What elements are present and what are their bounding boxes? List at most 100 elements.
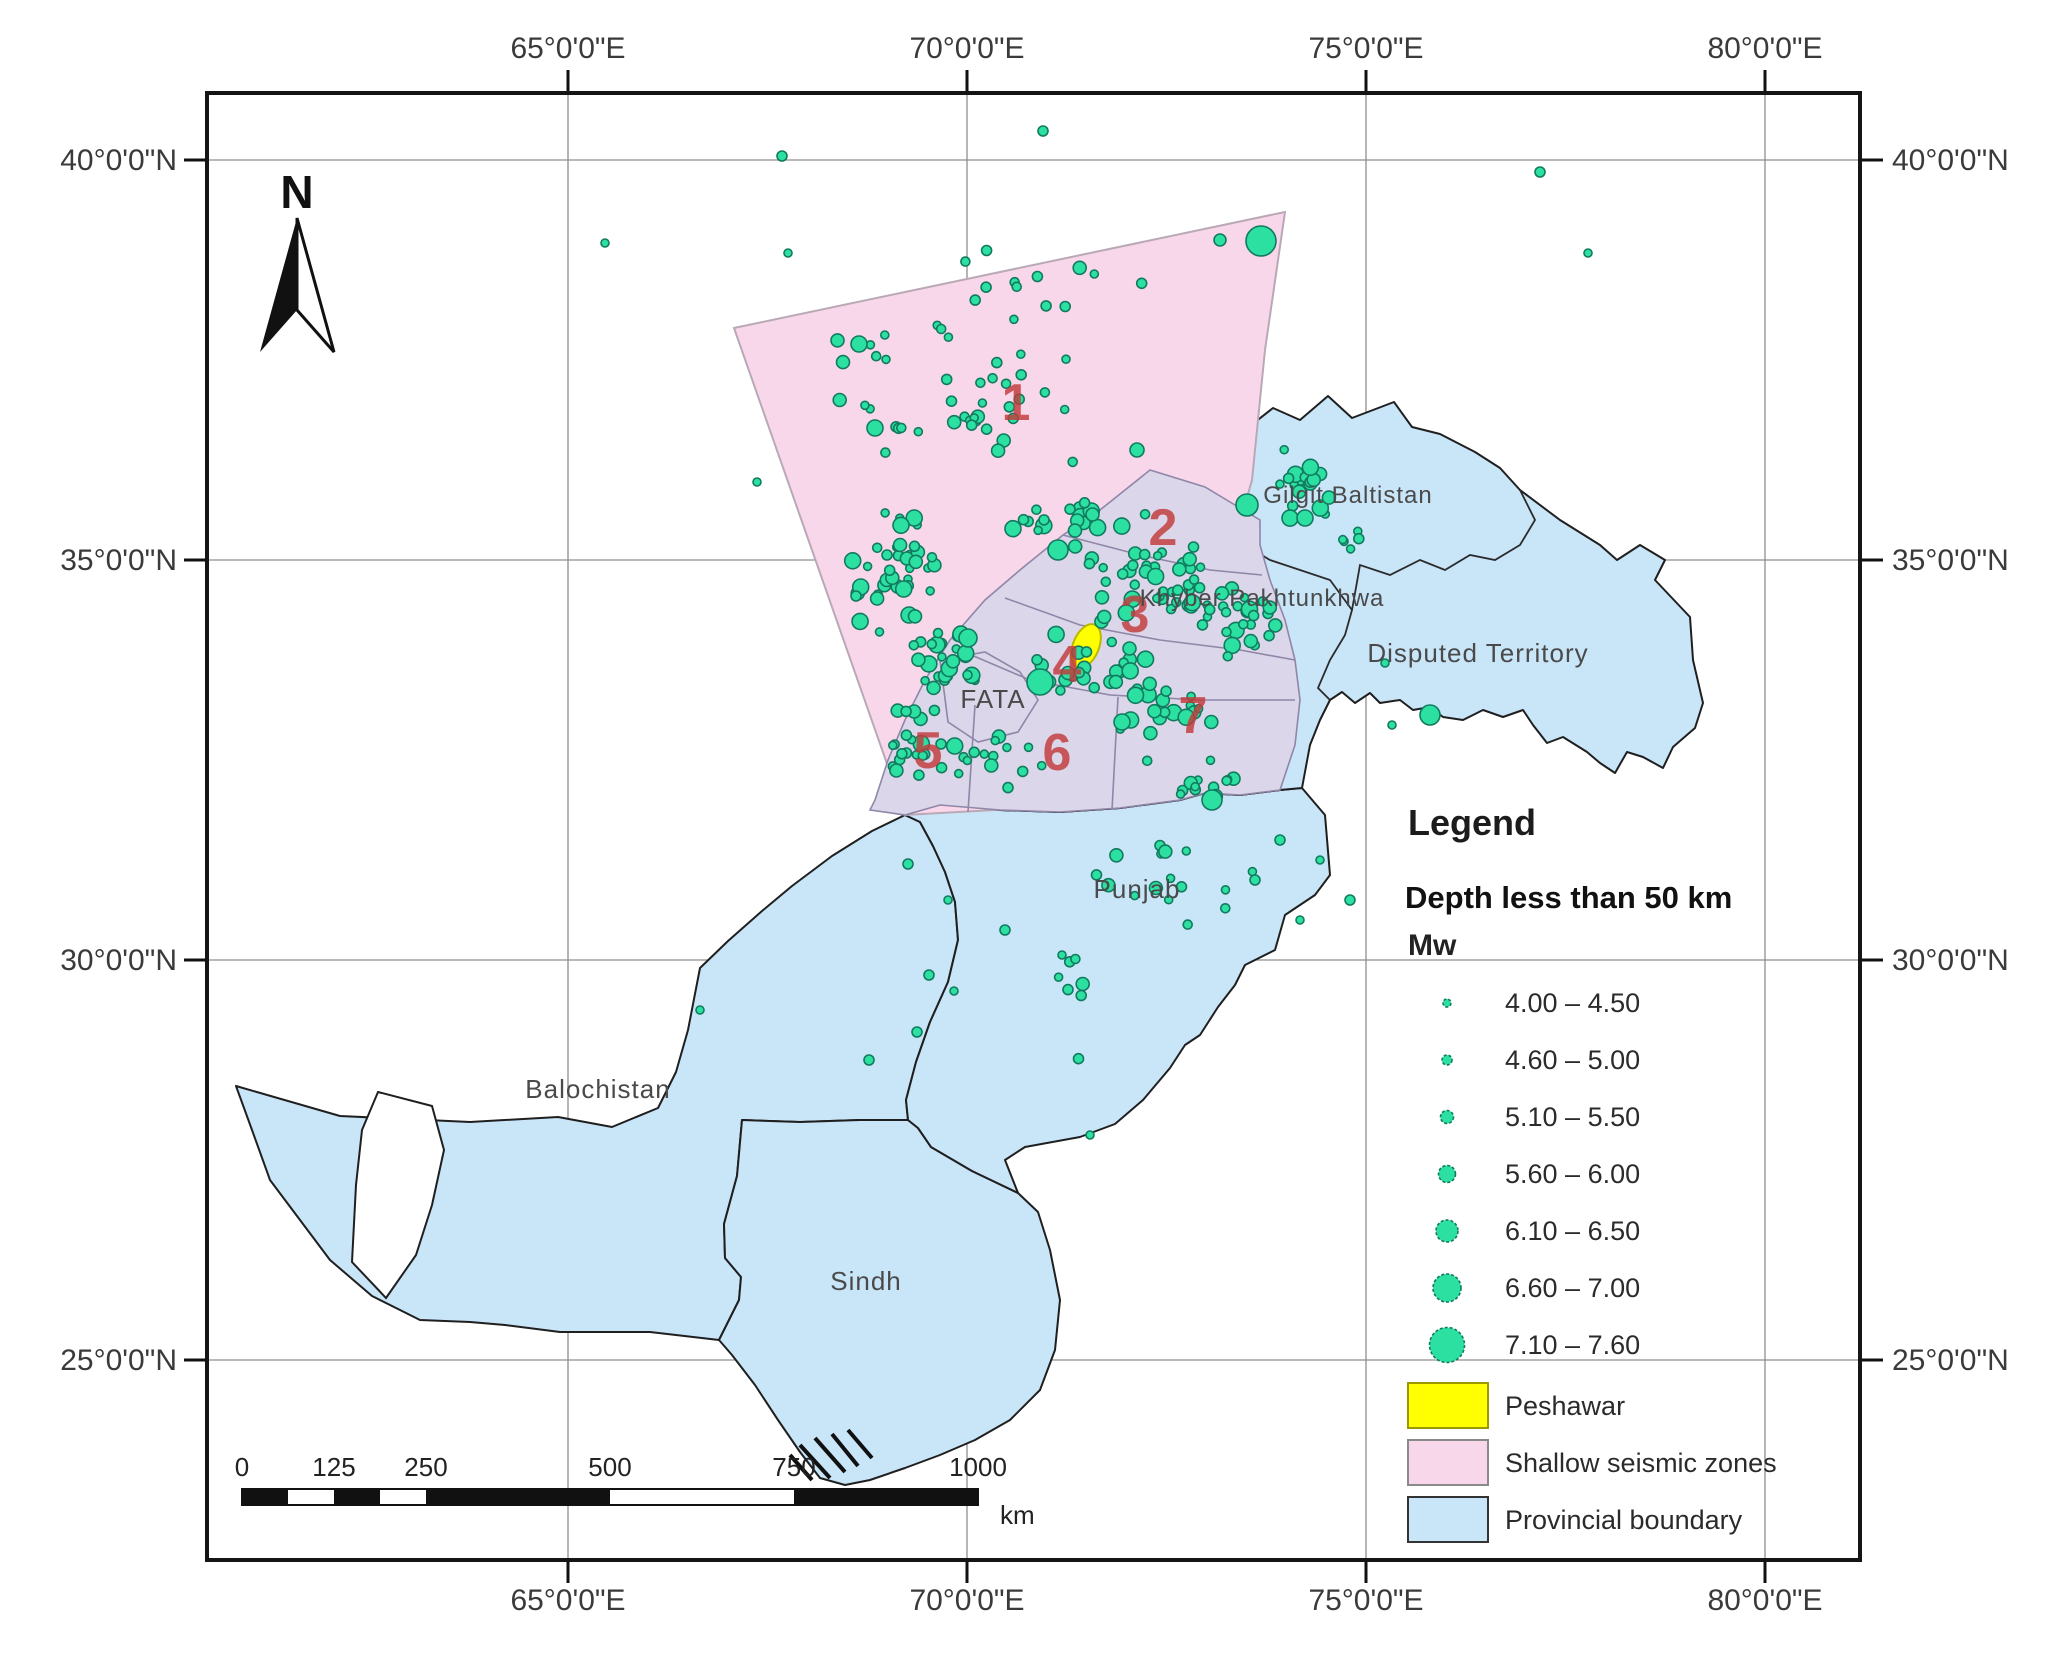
earthquake-dot <box>911 1026 923 1038</box>
province-label: Gilgit Baltistan <box>1263 482 1432 509</box>
map-frame <box>205 91 1862 1562</box>
earthquake-dot <box>1238 618 1249 630</box>
earthquake-dot <box>1129 890 1140 901</box>
seismic-zone-number: 5 <box>914 722 943 780</box>
earthquake-dot <box>1268 618 1283 633</box>
legend-patch-label: Provincial boundary <box>1505 1505 1743 1535</box>
earthquake-dot <box>1059 300 1071 313</box>
earthquake-dot <box>1073 666 1085 679</box>
earthquake-dot <box>1204 714 1219 730</box>
earthquake-dot <box>1031 504 1042 516</box>
earthquake-dot <box>1033 525 1043 536</box>
earthquake-dot <box>1220 606 1232 618</box>
earthquake-dot <box>1016 765 1029 778</box>
province-label: Balochistan <box>525 1074 670 1104</box>
earthquake-dot <box>1245 225 1277 257</box>
earthquake-dot <box>1075 989 1087 1002</box>
earthquake-dot <box>987 372 998 384</box>
earthquake-dot <box>1015 349 1026 360</box>
earthquake-dot <box>1190 781 1200 792</box>
earthquake-dot <box>1031 270 1044 283</box>
earthquake-dot <box>911 652 926 668</box>
earthquake-dot <box>1257 596 1269 607</box>
legend-magnitude-range: 7.10 – 7.60 <box>1505 1330 1640 1360</box>
legend-subtitle: Depth less than 50 km <box>1405 880 1732 915</box>
axis-label-bottom: 70°0'0"E <box>909 1584 1024 1617</box>
earthquake-dot <box>1291 484 1307 500</box>
axis-label-left: 40°0'0"N <box>60 144 177 177</box>
earthquake-dot <box>1038 514 1050 526</box>
seismic-zone-number: 4 <box>1053 636 1082 694</box>
scale-bar-tick-label: 1000 <box>949 1452 1007 1482</box>
earthquake-dot <box>1135 277 1148 290</box>
earthquake-dot <box>960 256 971 267</box>
earthquake-dot <box>945 653 961 669</box>
earthquake-dot <box>1080 646 1093 658</box>
map-labels-layer: 1 2 34 5 6 7 Gilgit Baltistan Khyber Pakhtunkhw… <box>525 374 1587 1296</box>
earthquake-dot <box>920 675 930 686</box>
earthquake-dot <box>925 586 936 596</box>
earthquake-dot <box>1108 674 1124 690</box>
earthquake-dot <box>1096 609 1112 625</box>
earthquake-dot <box>1152 550 1163 561</box>
scale-bar-tick-label: 125 <box>312 1452 355 1482</box>
indus-delta-hatch <box>788 1428 874 1482</box>
earthquake-dot <box>975 377 986 389</box>
axis-label-bottom: 80°0'0"E <box>1707 1584 1822 1617</box>
earthquake-dot <box>830 333 845 348</box>
earthquake-dot <box>990 735 1001 746</box>
earthquake-dot <box>1163 894 1174 905</box>
earthquake-dot <box>1098 562 1108 573</box>
earthquake-dot <box>1139 508 1151 520</box>
earthquake-dot <box>926 680 941 696</box>
earthquake-dot <box>1031 653 1043 666</box>
scale-bar-unit: km <box>1000 1500 1035 1530</box>
earthquake-dots-layer <box>600 125 1593 1140</box>
earthquake-dot <box>1338 534 1348 545</box>
earthquake-dot <box>1203 603 1216 616</box>
earthquake-dot <box>945 737 964 755</box>
earthquake-dot <box>1101 877 1116 893</box>
earthquake-dot <box>1344 894 1356 906</box>
earthquake-dot <box>1296 509 1314 527</box>
legend-unit-label: Mw <box>1408 929 1457 962</box>
earthquake-dot <box>1088 518 1107 537</box>
earthquake-dot <box>1064 503 1076 516</box>
earthquake-dot <box>1126 686 1145 705</box>
legend-patch-swatch <box>1407 1382 1489 1429</box>
earthquake-dot <box>835 354 851 370</box>
earthquake-dot <box>892 537 908 553</box>
earthquake-dot <box>871 542 883 554</box>
earthquake-dot <box>1067 523 1083 538</box>
axis-label-left: 25°0'0"N <box>60 1344 177 1377</box>
earthquake-dot <box>1036 760 1047 771</box>
earthquake-dot <box>908 639 920 651</box>
earthquake-dot <box>1085 1130 1095 1140</box>
earthquake-dot <box>907 609 923 624</box>
north-arrow-right-blade <box>295 217 336 353</box>
earthquake-dot <box>943 332 954 343</box>
earthquake-dot <box>1072 260 1087 276</box>
earthquake-dot <box>1083 557 1096 570</box>
earthquake-dot <box>1113 517 1131 535</box>
north-arrow-label: N <box>280 166 313 218</box>
earthquake-dot <box>990 356 1003 369</box>
earthquake-dot <box>905 509 924 527</box>
earthquake-dot <box>1534 166 1546 178</box>
earthquake-dot <box>1106 636 1118 648</box>
earthquake-dot <box>1171 596 1182 608</box>
earthquake-dot <box>889 763 904 778</box>
earthquake-dot <box>1182 551 1197 567</box>
earthquake-dot <box>1247 609 1260 622</box>
earthquake-dot <box>1177 708 1195 727</box>
earthquake-dot <box>887 740 898 751</box>
earthquake-dot <box>1141 755 1153 767</box>
earthquake-dot <box>883 564 896 577</box>
earthquake-dot <box>935 738 947 750</box>
axis-label-left: 30°0'0"N <box>60 944 177 977</box>
earthquake-dot <box>1142 676 1157 692</box>
earthquake-dot <box>851 612 869 631</box>
earthquake-dot <box>1152 593 1162 604</box>
axis-label-top: 75°0'0"E <box>1308 32 1423 65</box>
earthquake-dot <box>1122 641 1137 656</box>
